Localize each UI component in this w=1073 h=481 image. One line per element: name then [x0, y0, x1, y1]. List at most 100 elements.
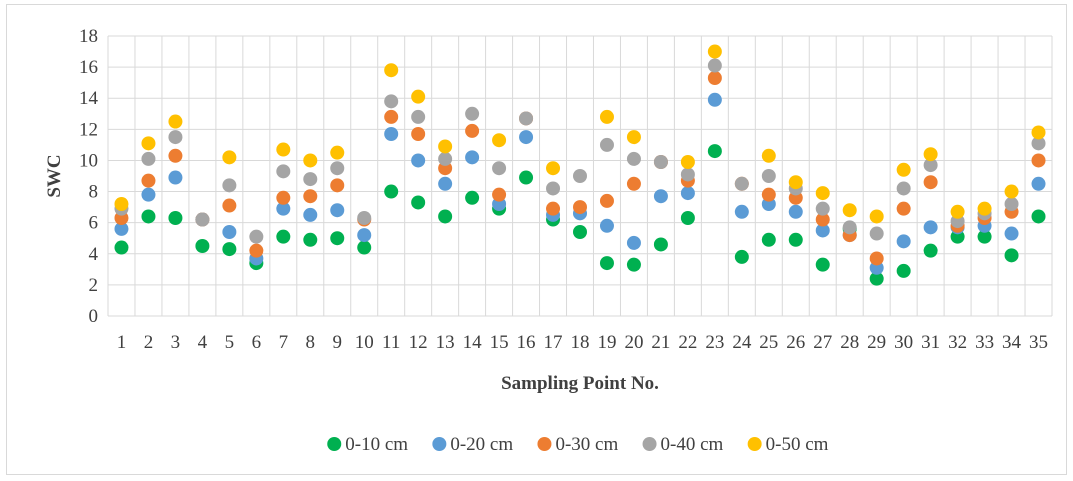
legend-marker: [642, 437, 657, 451]
legend-marker: [537, 437, 552, 451]
data-point: [896, 263, 911, 278]
data-point: [303, 207, 318, 222]
data-point: [438, 176, 453, 191]
series-0-50-cm: [114, 44, 1046, 224]
data-point: [761, 187, 776, 202]
data-point: [411, 109, 426, 124]
data-point: [411, 195, 426, 210]
data-point: [1004, 184, 1019, 199]
data-point: [734, 249, 749, 264]
data-points: [114, 44, 1046, 286]
data-point: [114, 197, 129, 211]
x-tick-label: 15: [490, 332, 509, 353]
data-point: [222, 198, 237, 213]
x-tick-label: 10: [355, 332, 374, 353]
x-tick-label: 13: [436, 332, 455, 353]
data-point: [303, 189, 318, 204]
data-point: [438, 151, 453, 166]
legend: 0-10 cm 0-20 cm 0-30 cm 0-40 cm 0-50 cm: [327, 434, 829, 455]
x-tick-label: 2: [144, 332, 154, 353]
x-tick-label: 34: [1002, 332, 1022, 353]
data-point: [1031, 125, 1046, 140]
data-point: [249, 229, 264, 244]
data-point: [788, 175, 803, 190]
data-point: [599, 109, 614, 124]
data-point: [330, 161, 345, 176]
series-0-40-cm: [114, 58, 1046, 244]
data-point: [626, 176, 641, 191]
x-axis-title: Sampling Point No.: [501, 373, 659, 394]
data-point: [734, 176, 749, 191]
data-point: [330, 145, 345, 160]
data-point: [599, 218, 614, 233]
legend-item: 0-30 cm: [537, 434, 618, 455]
data-point: [626, 235, 641, 250]
x-tick-label: 33: [975, 332, 994, 353]
data-point: [357, 211, 372, 225]
data-point: [599, 193, 614, 208]
data-point: [815, 257, 830, 272]
data-point: [519, 111, 534, 126]
legend-label: 0-20 cm: [450, 434, 513, 455]
data-point: [384, 184, 399, 199]
x-tick-label: 4: [198, 332, 208, 353]
data-point: [276, 142, 291, 157]
data-point: [896, 162, 911, 177]
data-point: [761, 232, 776, 247]
x-tick-label: 6: [252, 332, 262, 353]
data-point: [168, 170, 183, 185]
data-point: [141, 136, 156, 151]
data-point: [1004, 226, 1019, 241]
data-point: [276, 164, 291, 179]
data-point: [465, 106, 480, 121]
data-point: [680, 186, 695, 201]
data-point: [680, 167, 695, 182]
data-point: [276, 190, 291, 205]
legend-marker: [432, 437, 447, 451]
data-point: [707, 44, 722, 59]
x-tick-label: 31: [921, 332, 940, 353]
legend-item: 0-10 cm: [327, 434, 408, 455]
data-point: [492, 187, 507, 202]
data-point: [573, 200, 587, 215]
data-point: [977, 229, 992, 244]
data-point: [788, 204, 803, 219]
data-point: [815, 201, 830, 216]
data-point: [869, 226, 884, 241]
data-point: [465, 123, 480, 138]
data-point: [357, 228, 372, 243]
data-point: [707, 71, 722, 85]
data-point: [680, 211, 695, 225]
x-tick-label: 22: [678, 332, 697, 353]
y-axis-ticks: 0 2 4 6 8 10 12 14 16 18: [79, 26, 99, 327]
data-point: [923, 147, 938, 162]
data-point: [195, 239, 210, 253]
data-point: [707, 144, 722, 159]
data-point: [815, 186, 830, 201]
data-point: [923, 175, 938, 190]
x-tick-label: 24: [732, 332, 752, 353]
data-point: [303, 172, 318, 187]
data-point: [815, 212, 830, 227]
data-point: [357, 240, 372, 255]
data-point: [1004, 197, 1019, 211]
x-tick-label: 9: [333, 332, 343, 353]
data-point: [842, 203, 857, 218]
data-point: [923, 158, 938, 173]
legend-marker: [327, 437, 342, 451]
x-tick-label: 26: [786, 332, 805, 353]
y-tick-label: 8: [89, 182, 99, 203]
data-point: [114, 240, 129, 255]
y-tick-label: 2: [89, 275, 99, 296]
data-point: [222, 150, 237, 165]
x-tick-label: 18: [571, 332, 590, 353]
x-tick-label: 7: [279, 332, 289, 353]
y-tick-label: 10: [79, 150, 98, 171]
data-point: [1031, 153, 1046, 168]
data-point: [411, 127, 426, 141]
x-tick-label: 23: [705, 332, 724, 353]
data-point: [303, 153, 318, 168]
x-axis-ticks: 1 2 3 4 5 6 7 8 9 10 11 12 13 14 15 16 17 18 19 20 21 22 23 24 2…: [117, 332, 1048, 353]
data-point: [653, 189, 668, 204]
data-point: [411, 153, 426, 168]
